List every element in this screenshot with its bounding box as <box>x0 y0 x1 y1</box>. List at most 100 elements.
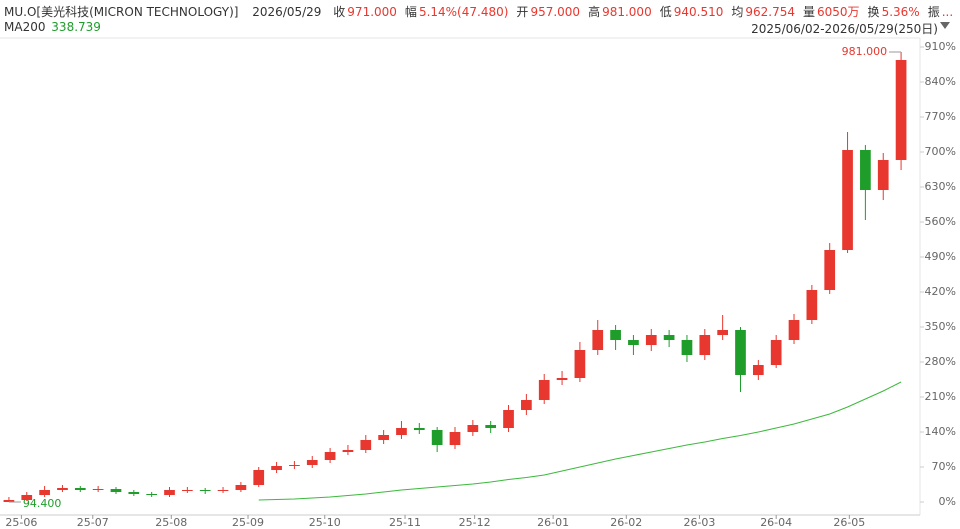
candle-body <box>895 60 907 160</box>
y-tick-label: 140% <box>925 425 956 438</box>
x-tick-label: 25-07 <box>77 516 109 529</box>
candle-body <box>146 494 158 495</box>
candle-body <box>699 335 711 355</box>
candle-body <box>592 330 604 350</box>
y-tick-label: 770% <box>925 110 956 123</box>
candle-body <box>735 330 746 375</box>
x-tick-label: 25-09 <box>232 516 264 529</box>
candle-body <box>74 488 86 490</box>
y-tick-label: 910% <box>925 40 956 53</box>
candle-body <box>663 335 675 340</box>
y-tick-label: 420% <box>925 285 956 298</box>
candle-body <box>271 466 282 470</box>
date: 2026/05/29 <box>252 5 322 19</box>
candle-body <box>806 290 818 320</box>
x-tick-label: 25-06 <box>5 516 37 529</box>
y-tick-label: 490% <box>925 250 956 263</box>
min-label: 94.400 <box>23 497 62 510</box>
candle-body <box>39 490 50 495</box>
field-value: 981.000 <box>602 5 652 19</box>
x-tick-label: 25-10 <box>309 516 341 529</box>
candle-body <box>467 425 479 432</box>
field-label: 换 <box>867 5 880 19</box>
x-tick-label: 26-04 <box>760 516 792 529</box>
candle-body <box>628 340 639 345</box>
candle-body <box>360 440 372 450</box>
candle-body <box>164 490 175 495</box>
candle-body <box>752 365 764 375</box>
field-label: 开 <box>516 5 529 19</box>
candle-body <box>378 435 389 440</box>
candle-body <box>485 425 497 428</box>
field-label: 低 <box>659 5 672 19</box>
x-tick-label: 26-02 <box>610 516 642 529</box>
candle-body <box>645 335 657 345</box>
candle-body <box>877 160 889 190</box>
candle-body <box>860 150 871 190</box>
max-label: 981.000 <box>842 45 888 58</box>
candle-body <box>110 489 122 492</box>
field-value: 6050万 <box>817 5 860 19</box>
candle-body <box>92 489 104 490</box>
field-label: 量 <box>802 5 815 19</box>
y-tick-label: 0% <box>939 495 956 508</box>
field-value: 957.000 <box>530 5 581 19</box>
field-value: 962.754 <box>745 5 795 19</box>
candle-body <box>21 495 33 500</box>
candle-body <box>503 410 514 428</box>
candle-body <box>717 330 728 335</box>
y-tick-label: 350% <box>925 320 956 333</box>
symbol: MU.O[美光科技(MICRON TECHNOLOGY)] <box>4 5 239 19</box>
candle-body <box>770 340 782 365</box>
quote-header: MU.O[美光科技(MICRON TECHNOLOGY)] 2026/05/29… <box>4 3 960 20</box>
y-tick-label: 70% <box>932 460 956 473</box>
field-value: 5.14%(47.480) <box>418 5 509 19</box>
field-value: 5.36% <box>881 5 920 19</box>
candle-body <box>824 250 836 290</box>
range-dropdown[interactable] <box>940 22 950 29</box>
x-tick-label: 25-08 <box>155 516 187 529</box>
ma-label: MA200 <box>4 20 46 34</box>
range[interactable]: 2025/06/02-2026/05/29(250日) <box>751 22 938 36</box>
candle-body <box>431 430 443 445</box>
candle-body <box>681 340 693 355</box>
x-tick-label: 25-12 <box>459 516 491 529</box>
x-tick-label: 26-03 <box>683 516 715 529</box>
x-tick-label: 26-01 <box>537 516 569 529</box>
field-label: 振 <box>927 5 940 19</box>
candle-body <box>3 500 15 502</box>
ma-header: MA200 338.739 <box>4 20 103 34</box>
candle-body <box>521 400 532 410</box>
y-tick-label: 560% <box>925 215 956 228</box>
candle-body <box>396 428 407 435</box>
field-label: 均 <box>731 5 744 19</box>
candle-body <box>57 488 68 490</box>
candle-body <box>610 330 621 340</box>
candle-body <box>538 380 550 400</box>
candle-body <box>449 432 461 445</box>
candle-body <box>306 460 318 465</box>
candle-body <box>253 470 265 485</box>
candle-body <box>182 490 193 491</box>
candle-body <box>788 320 800 340</box>
field-label: 幅 <box>404 5 417 19</box>
field-value: 971.000 <box>347 5 397 19</box>
ma-value: 338.739 <box>51 20 101 34</box>
y-tick-label: 840% <box>925 75 956 88</box>
candle-body <box>574 350 586 378</box>
field-value: 940.510 <box>673 5 724 19</box>
x-tick-label: 26-05 <box>833 516 865 529</box>
y-tick-label: 630% <box>925 180 956 193</box>
y-tick-label: 700% <box>925 145 956 158</box>
field-value: ... <box>941 5 954 19</box>
field-label: 高 <box>588 5 601 19</box>
candle-body <box>413 428 425 430</box>
candle-body <box>342 450 354 452</box>
ma-line <box>258 381 902 501</box>
candle-body <box>235 485 247 490</box>
candle-body <box>842 150 853 250</box>
x-tick-label: 25-11 <box>389 516 421 529</box>
candle-body <box>289 465 300 466</box>
